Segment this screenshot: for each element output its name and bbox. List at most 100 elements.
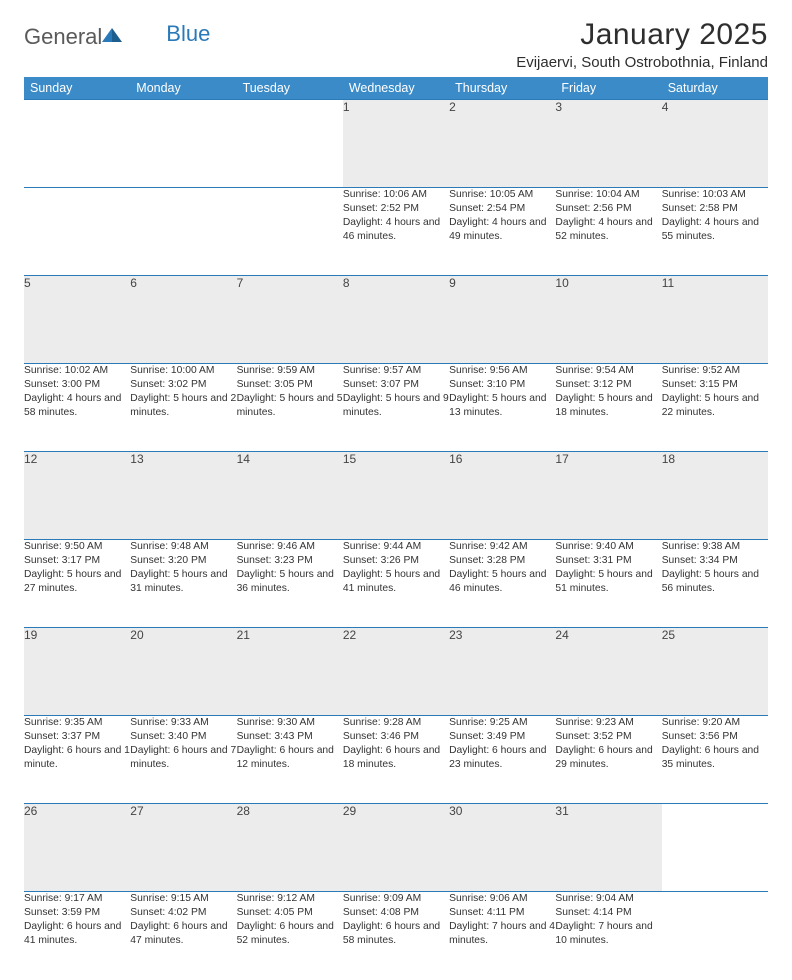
day-info-cell: Sunrise: 9:38 AMSunset: 3:34 PMDaylight:…: [662, 540, 768, 628]
day-number-cell: 4: [662, 100, 768, 188]
sunrise-line: Sunrise: 9:44 AM: [343, 540, 449, 554]
daylight-line: Daylight: 5 hours and 56 minutes.: [662, 568, 768, 596]
day-info-cell: Sunrise: 9:56 AMSunset: 3:10 PMDaylight:…: [449, 364, 555, 452]
weekday-header: Thursday: [449, 77, 555, 100]
calendar-body: 1234Sunrise: 10:06 AMSunset: 2:52 PMDayl…: [24, 100, 768, 980]
weekday-header: Sunday: [24, 77, 130, 100]
daylight-line: Daylight: 7 hours and 4 minutes.: [449, 920, 555, 948]
title-block: January 2025 Evijaervi, South Ostrobothn…: [516, 18, 768, 71]
sunrise-line: Sunrise: 10:00 AM: [130, 364, 236, 378]
page-title: January 2025: [516, 18, 768, 52]
brand-mark-icon: [102, 26, 124, 49]
day-info-cell: Sunrise: 9:04 AMSunset: 4:14 PMDaylight:…: [555, 892, 661, 980]
sunrise-line: Sunrise: 10:04 AM: [555, 188, 661, 202]
day-number-cell: 23: [449, 628, 555, 716]
day-number-cell: 9: [449, 276, 555, 364]
sunset-line: Sunset: 3:05 PM: [237, 378, 343, 392]
day-number: 14: [237, 452, 250, 466]
day-number-cell: [237, 100, 343, 188]
info-row: Sunrise: 9:17 AMSunset: 3:59 PMDaylight:…: [24, 892, 768, 980]
day-number-cell: 16: [449, 452, 555, 540]
info-row: Sunrise: 10:02 AMSunset: 3:00 PMDaylight…: [24, 364, 768, 452]
day-info-cell: Sunrise: 9:44 AMSunset: 3:26 PMDaylight:…: [343, 540, 449, 628]
day-number-cell: 5: [24, 276, 130, 364]
day-info-cell: Sunrise: 9:46 AMSunset: 3:23 PMDaylight:…: [237, 540, 343, 628]
sunset-line: Sunset: 4:02 PM: [130, 906, 236, 920]
day-number-cell: 20: [130, 628, 236, 716]
day-number: 19: [24, 628, 37, 642]
day-number: 2: [449, 100, 456, 114]
sunset-line: Sunset: 4:05 PM: [237, 906, 343, 920]
day-info-cell: Sunrise: 10:00 AMSunset: 3:02 PMDaylight…: [130, 364, 236, 452]
weekday-header: Tuesday: [237, 77, 343, 100]
day-number: 5: [24, 276, 31, 290]
sunrise-line: Sunrise: 9:06 AM: [449, 892, 555, 906]
daylight-line: Daylight: 5 hours and 2 minutes.: [130, 392, 236, 420]
daylight-line: Daylight: 7 hours and 10 minutes.: [555, 920, 661, 948]
brand-word-2: Blue: [166, 21, 210, 47]
sunset-line: Sunset: 2:52 PM: [343, 202, 449, 216]
sunrise-line: Sunrise: 9:52 AM: [662, 364, 768, 378]
sunset-line: Sunset: 3:46 PM: [343, 730, 449, 744]
sunrise-line: Sunrise: 9:23 AM: [555, 716, 661, 730]
daylight-line: Daylight: 5 hours and 18 minutes.: [555, 392, 661, 420]
day-number-cell: 25: [662, 628, 768, 716]
daylight-line: Daylight: 5 hours and 5 minutes.: [237, 392, 343, 420]
sunrise-line: Sunrise: 9:04 AM: [555, 892, 661, 906]
day-number-cell: 30: [449, 804, 555, 892]
sunrise-line: Sunrise: 9:20 AM: [662, 716, 768, 730]
day-number: 9: [449, 276, 456, 290]
day-info-cell: [662, 892, 768, 980]
daylight-line: Daylight: 5 hours and 46 minutes.: [449, 568, 555, 596]
day-number: 18: [662, 452, 675, 466]
sunset-line: Sunset: 3:02 PM: [130, 378, 236, 392]
daylight-line: Daylight: 6 hours and 35 minutes.: [662, 744, 768, 772]
sunrise-line: Sunrise: 9:42 AM: [449, 540, 555, 554]
sunset-line: Sunset: 4:14 PM: [555, 906, 661, 920]
sunset-line: Sunset: 2:58 PM: [662, 202, 768, 216]
day-number: 24: [555, 628, 568, 642]
day-info-cell: Sunrise: 9:59 AMSunset: 3:05 PMDaylight:…: [237, 364, 343, 452]
sunset-line: Sunset: 2:54 PM: [449, 202, 555, 216]
day-number: 21: [237, 628, 250, 642]
sunrise-line: Sunrise: 9:33 AM: [130, 716, 236, 730]
sunset-line: Sunset: 3:00 PM: [24, 378, 130, 392]
day-number: 8: [343, 276, 350, 290]
day-info-cell: [130, 188, 236, 276]
day-number: 12: [24, 452, 37, 466]
day-number-cell: 10: [555, 276, 661, 364]
sunset-line: Sunset: 3:52 PM: [555, 730, 661, 744]
sunrise-line: Sunrise: 9:54 AM: [555, 364, 661, 378]
day-info-cell: Sunrise: 9:09 AMSunset: 4:08 PMDaylight:…: [343, 892, 449, 980]
weekday-header: Monday: [130, 77, 236, 100]
day-number: 27: [130, 804, 143, 818]
day-info-cell: Sunrise: 9:23 AMSunset: 3:52 PMDaylight:…: [555, 716, 661, 804]
day-info-cell: Sunrise: 9:48 AMSunset: 3:20 PMDaylight:…: [130, 540, 236, 628]
sunset-line: Sunset: 4:08 PM: [343, 906, 449, 920]
day-number-cell: 17: [555, 452, 661, 540]
sunset-line: Sunset: 3:28 PM: [449, 554, 555, 568]
day-number-cell: 19: [24, 628, 130, 716]
day-number: 16: [449, 452, 462, 466]
sunrise-line: Sunrise: 10:06 AM: [343, 188, 449, 202]
sunset-line: Sunset: 3:31 PM: [555, 554, 661, 568]
day-number: 28: [237, 804, 250, 818]
daylight-line: Daylight: 4 hours and 58 minutes.: [24, 392, 130, 420]
sunrise-line: Sunrise: 9:40 AM: [555, 540, 661, 554]
day-info-cell: Sunrise: 9:54 AMSunset: 3:12 PMDaylight:…: [555, 364, 661, 452]
day-info-cell: Sunrise: 9:50 AMSunset: 3:17 PMDaylight:…: [24, 540, 130, 628]
header: GeneralBlue January 2025 Evijaervi, Sout…: [24, 18, 768, 71]
daylight-line: Daylight: 5 hours and 22 minutes.: [662, 392, 768, 420]
daylight-line: Daylight: 5 hours and 9 minutes.: [343, 392, 449, 420]
day-number-cell: [130, 100, 236, 188]
sunrise-line: Sunrise: 9:46 AM: [237, 540, 343, 554]
sunset-line: Sunset: 3:20 PM: [130, 554, 236, 568]
day-number: 31: [555, 804, 568, 818]
day-info-cell: Sunrise: 9:30 AMSunset: 3:43 PMDaylight:…: [237, 716, 343, 804]
info-row: Sunrise: 9:35 AMSunset: 3:37 PMDaylight:…: [24, 716, 768, 804]
day-info-cell: Sunrise: 9:40 AMSunset: 3:31 PMDaylight:…: [555, 540, 661, 628]
day-info-cell: Sunrise: 9:35 AMSunset: 3:37 PMDaylight:…: [24, 716, 130, 804]
info-row: Sunrise: 10:06 AMSunset: 2:52 PMDaylight…: [24, 188, 768, 276]
sunset-line: Sunset: 3:17 PM: [24, 554, 130, 568]
day-number: 4: [662, 100, 669, 114]
